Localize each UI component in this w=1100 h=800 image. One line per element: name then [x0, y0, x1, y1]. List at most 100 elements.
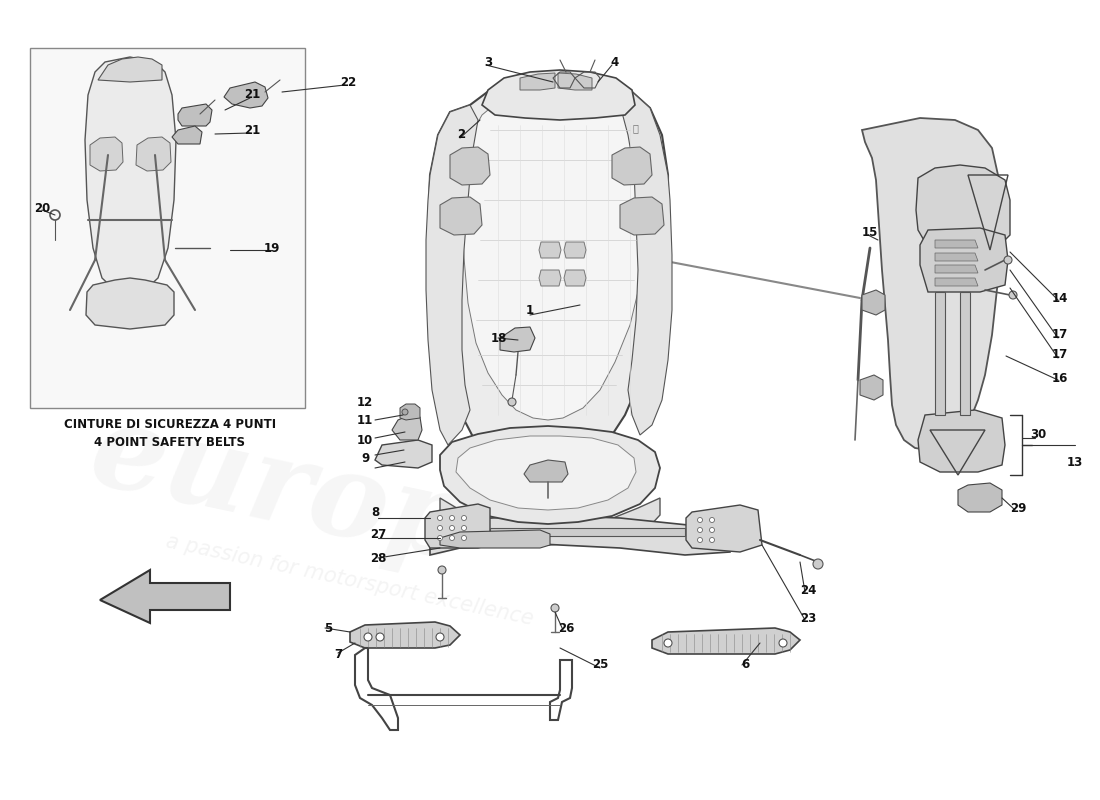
Polygon shape: [539, 270, 561, 286]
Text: 30: 30: [1030, 429, 1046, 442]
Circle shape: [438, 526, 442, 530]
Text: 11: 11: [356, 414, 373, 426]
Polygon shape: [558, 73, 592, 90]
Text: CINTURE DI SICUREZZA 4 PUNTI: CINTURE DI SICUREZZA 4 PUNTI: [64, 418, 276, 431]
Polygon shape: [440, 426, 660, 524]
Circle shape: [779, 639, 786, 647]
Polygon shape: [958, 483, 1002, 512]
Circle shape: [710, 518, 715, 522]
Polygon shape: [935, 253, 978, 261]
Circle shape: [697, 527, 703, 533]
Polygon shape: [426, 105, 478, 445]
Text: 14: 14: [1052, 291, 1068, 305]
Circle shape: [436, 633, 444, 641]
Text: 6: 6: [741, 658, 749, 671]
Circle shape: [450, 515, 454, 521]
Polygon shape: [100, 570, 230, 623]
Text: 23: 23: [800, 611, 816, 625]
Circle shape: [664, 639, 672, 647]
Polygon shape: [350, 622, 460, 648]
Text: 27: 27: [370, 529, 386, 542]
Polygon shape: [918, 410, 1005, 472]
Circle shape: [551, 604, 559, 612]
Text: 20: 20: [34, 202, 51, 214]
Polygon shape: [440, 498, 660, 545]
Text: 12: 12: [356, 395, 373, 409]
Text: 17: 17: [1052, 349, 1068, 362]
Polygon shape: [524, 460, 568, 482]
Polygon shape: [90, 137, 123, 171]
Polygon shape: [450, 147, 490, 185]
Polygon shape: [86, 278, 174, 329]
Polygon shape: [428, 80, 668, 475]
Circle shape: [697, 538, 703, 542]
Polygon shape: [425, 504, 490, 548]
Circle shape: [462, 515, 466, 521]
Circle shape: [364, 633, 372, 641]
Polygon shape: [500, 327, 535, 352]
Circle shape: [508, 398, 516, 406]
Text: 10: 10: [356, 434, 373, 446]
Text: 2: 2: [456, 129, 465, 142]
Text: europ: europ: [80, 394, 480, 586]
Polygon shape: [462, 91, 650, 420]
Text: 13: 13: [1067, 457, 1084, 470]
Bar: [30, 48, 305, 408]
Circle shape: [376, 633, 384, 641]
Circle shape: [710, 527, 715, 533]
Text: 26: 26: [558, 622, 574, 634]
Circle shape: [1009, 291, 1018, 299]
Polygon shape: [920, 228, 1008, 292]
Text: 5: 5: [323, 622, 332, 634]
Text: 29: 29: [1010, 502, 1026, 514]
Polygon shape: [916, 165, 1010, 252]
Text: 21: 21: [244, 123, 260, 137]
Text: 9: 9: [361, 451, 370, 465]
Polygon shape: [862, 118, 1000, 450]
Circle shape: [697, 518, 703, 522]
Text: 7: 7: [334, 649, 342, 662]
Polygon shape: [686, 505, 762, 552]
Text: 15: 15: [861, 226, 878, 238]
Text: 🐎: 🐎: [632, 123, 638, 133]
Polygon shape: [860, 375, 883, 400]
Polygon shape: [85, 57, 176, 296]
Polygon shape: [612, 147, 652, 185]
Circle shape: [450, 535, 454, 541]
Polygon shape: [400, 404, 420, 420]
Polygon shape: [490, 528, 685, 536]
Polygon shape: [935, 240, 978, 248]
Polygon shape: [172, 126, 202, 144]
Polygon shape: [520, 73, 556, 90]
Polygon shape: [960, 292, 970, 415]
Polygon shape: [935, 265, 978, 273]
Text: 3: 3: [484, 55, 492, 69]
Polygon shape: [620, 90, 672, 435]
Polygon shape: [539, 242, 561, 258]
Text: 25: 25: [592, 658, 608, 671]
Polygon shape: [178, 104, 212, 126]
Text: 16: 16: [1052, 371, 1068, 385]
Text: 4: 4: [610, 55, 619, 69]
Circle shape: [1004, 256, 1012, 264]
Circle shape: [462, 535, 466, 541]
Polygon shape: [375, 440, 432, 468]
Polygon shape: [440, 530, 550, 548]
Circle shape: [450, 526, 454, 530]
Text: a passion for motorsport excellence: a passion for motorsport excellence: [164, 531, 536, 629]
Polygon shape: [935, 292, 945, 415]
Text: 18: 18: [491, 331, 507, 345]
Polygon shape: [136, 137, 170, 171]
Text: 4 POINT SAFETY BELTS: 4 POINT SAFETY BELTS: [95, 437, 245, 450]
Circle shape: [438, 535, 442, 541]
Text: 1: 1: [526, 303, 535, 317]
Polygon shape: [456, 436, 636, 510]
Text: 22: 22: [340, 75, 356, 89]
Circle shape: [402, 409, 408, 415]
Circle shape: [462, 526, 466, 530]
Circle shape: [710, 538, 715, 542]
Text: 8: 8: [371, 506, 380, 519]
Text: 28: 28: [370, 551, 386, 565]
Polygon shape: [935, 278, 978, 286]
Text: 19: 19: [264, 242, 280, 254]
